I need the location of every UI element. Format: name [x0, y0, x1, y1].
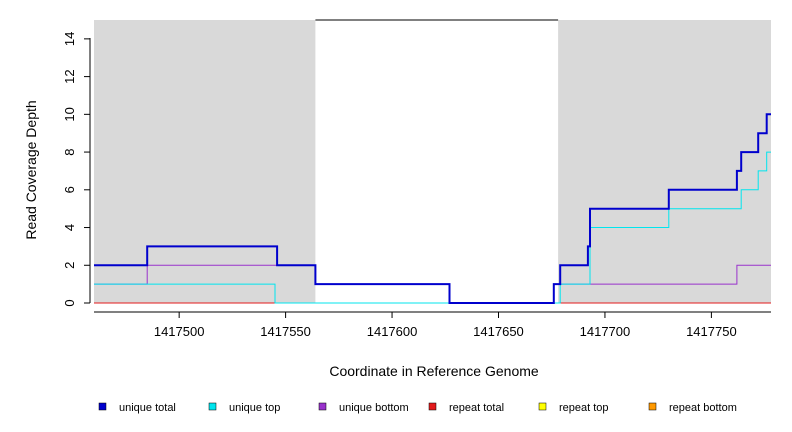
y-ticks: 0 2 4 6 8 10 12 14	[62, 32, 90, 307]
series-lines	[94, 113, 771, 304]
y-tick-label: 2	[62, 262, 77, 269]
legend-repeat-top-label: repeat top	[559, 402, 609, 414]
series-line-unique-total	[94, 113, 771, 304]
legend-unique-bottom-label: unique bottom	[339, 402, 409, 414]
x-tick-label: 1417650	[473, 324, 524, 339]
x-tick-label: 1417550	[260, 324, 311, 339]
legend-repeat-bottom-swatch	[648, 402, 657, 411]
y-axis-title: Read Coverage Depth	[23, 100, 39, 239]
y-tick-label: 12	[62, 69, 77, 83]
legend-repeat-top-swatch	[538, 402, 547, 411]
legend: unique total unique top unique bottom repea…	[98, 402, 737, 414]
x-tick-label: 1417700	[580, 324, 631, 339]
x-tick-label: 1417600	[367, 324, 418, 339]
x-ticks: 1417500 1417550 1417600 1417650 1417700 14177…	[154, 312, 737, 339]
series-line-unique-top	[94, 151, 771, 304]
shaded-regions	[94, 20, 771, 303]
axes	[89, 38, 771, 313]
x-axis-title: Coordinate in Reference Genome	[329, 363, 539, 379]
legend-unique-bottom-swatch	[318, 402, 327, 411]
shaded-region-2	[558, 20, 771, 303]
y-tick-label: 4	[62, 224, 77, 231]
x-tick-label: 1417500	[154, 324, 205, 339]
legend-unique-top-label: unique top	[229, 402, 280, 414]
y-tick-label: 6	[62, 186, 77, 193]
legend-repeat-total-label: repeat total	[449, 402, 504, 414]
legend-unique-total-label: unique total	[119, 402, 176, 414]
y-tick-label: 8	[62, 148, 77, 155]
x-tick-label: 1417750	[686, 324, 737, 339]
y-tick-label: 14	[62, 32, 77, 46]
shaded-region-1	[94, 20, 316, 303]
legend-repeat-total-swatch	[428, 402, 437, 411]
legend-unique-total-swatch	[98, 402, 107, 411]
legend-repeat-bottom-label: repeat bottom	[669, 402, 737, 414]
y-tick-label: 10	[62, 107, 77, 121]
y-tick-label: 0	[62, 299, 77, 306]
legend-unique-top-swatch	[208, 402, 217, 411]
